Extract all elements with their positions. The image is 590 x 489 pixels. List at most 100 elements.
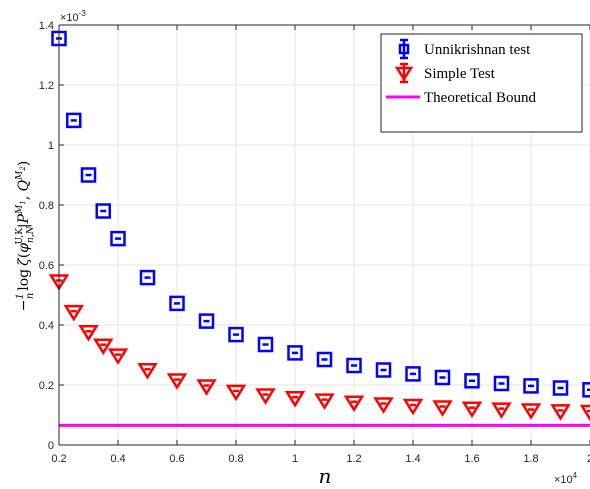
unnikrishnan-point	[95, 203, 111, 219]
unnikrishnan-square-marker	[287, 345, 303, 361]
x-tick-label: 1.8	[523, 453, 538, 465]
simple-test-point	[166, 373, 188, 390]
unnikrishnan-point	[139, 269, 156, 286]
simple-test-point	[579, 404, 590, 422]
unnikrishnan-point	[346, 357, 362, 374]
simple-test-point	[491, 402, 512, 419]
unnikrishnan-square-marker	[493, 375, 510, 392]
simple-test-triangle-marker	[550, 404, 571, 421]
simple-test-triangle-marker	[137, 363, 158, 380]
y-tick-label: 0	[48, 440, 54, 452]
y-tick-label: 0.2	[39, 380, 54, 392]
legend-item-bound: Theoretical Bound	[386, 90, 537, 106]
y-axis-label: −1nlogζ(φn,NU,K|PM1, QM2)	[15, 161, 36, 312]
unnikrishnan-square-marker	[257, 336, 274, 353]
legend-item-simple: Simple Test	[394, 62, 496, 84]
simple-test-triangle-marker	[314, 393, 335, 410]
unnikrishnan-point	[228, 326, 244, 343]
x-tick-label: 2	[587, 453, 590, 465]
simple-test-triangle-marker	[284, 390, 306, 408]
simple-test-point	[107, 348, 129, 365]
x-tick-label: 1.6	[464, 453, 479, 465]
simple-test-point	[520, 403, 542, 420]
simple-test-point	[137, 363, 158, 380]
unnikrishnan-point	[110, 230, 126, 247]
simple-test-point	[432, 400, 453, 417]
simple-test-triangle-marker	[520, 403, 542, 420]
unnikrishnan-point	[169, 295, 185, 312]
unnikrishnan-point	[287, 345, 303, 361]
simple-test-point	[461, 401, 483, 419]
legend-square-marker	[398, 43, 410, 55]
simple-test-point	[314, 393, 335, 410]
unnikrishnan-point	[80, 167, 97, 183]
legend-label-bound: Theoretical Bound	[424, 90, 537, 106]
legend-label-unnikrishnan: Unnikrishnan test	[424, 42, 531, 58]
legend-item-unnikrishnan: Unnikrishnan test	[398, 38, 531, 60]
unnikrishnan-square-marker	[582, 382, 590, 398]
unnikrishnan-square-marker	[139, 269, 156, 286]
unnikrishnan-point	[375, 362, 392, 378]
simple-test-triangle-marker	[107, 348, 129, 365]
simple-test-triangle-marker	[255, 388, 276, 405]
x-tick-label: 0.6	[169, 453, 184, 465]
unnikrishnan-square-marker	[464, 373, 480, 389]
x-tick-label: 1.4	[405, 453, 420, 465]
x-tick-label: 1	[292, 453, 298, 465]
simple-test-point	[343, 395, 365, 413]
simple-test-triangle-marker	[373, 397, 394, 414]
x-axis-label: n	[319, 464, 332, 488]
simple-test-point	[255, 388, 276, 405]
unnikrishnan-point	[464, 373, 480, 389]
x-exponent-label: ×104	[554, 471, 578, 486]
unnikrishnan-point	[198, 313, 215, 329]
x-tick-label: 0.2	[51, 453, 66, 465]
unnikrishnan-point	[493, 375, 510, 392]
unnikrishnan-square-marker	[405, 366, 421, 382]
simple-test-triangle-marker	[579, 404, 590, 422]
unnikrishnan-square-marker	[110, 230, 126, 247]
y-tick-label: 1	[48, 140, 54, 152]
simple-test-point	[373, 397, 394, 414]
y-tick-label: 0.6	[39, 260, 54, 272]
unnikrishnan-square-marker	[434, 369, 451, 386]
simple-test-point	[93, 338, 114, 356]
ticks: 0.20.40.60.811.21.41.61.8200.20.40.60.81…	[39, 20, 590, 465]
unnikrishnan-point	[552, 380, 569, 396]
unnikrishnan-point	[257, 336, 274, 353]
unnikrishnan-square-marker	[375, 362, 392, 378]
simple-test-triangle-marker	[93, 338, 114, 356]
unnikrishnan-point	[434, 369, 451, 386]
unnikrishnan-square-marker	[169, 295, 185, 312]
simple-test-point	[63, 304, 84, 322]
svg-text:−1nlogζ(φn,NU,K|PM1, QM2): −1nlogζ(φn,NU,K|PM1, QM2)	[15, 161, 36, 312]
simple-test-triangle-marker	[78, 324, 99, 342]
legend-label-simple: Simple Test	[424, 66, 496, 82]
simple-test-triangle-marker	[491, 402, 512, 419]
unnikrishnan-point	[582, 382, 590, 398]
y-tick-label: 0.4	[39, 320, 54, 332]
unnikrishnan-square-marker	[66, 112, 82, 129]
unnikrishnan-square-marker	[80, 167, 97, 183]
markers-layer	[48, 30, 590, 422]
unnikrishnan-square-marker	[95, 203, 111, 219]
unnikrishnan-square-marker	[346, 357, 362, 374]
legend: Unnikrishnan test Simple Test Theoretica…	[380, 33, 583, 133]
simple-test-point	[550, 404, 571, 421]
unnikrishnan-square-marker	[552, 380, 569, 396]
simple-test-point	[402, 398, 424, 416]
simple-test-triangle-marker	[196, 379, 217, 396]
simple-test-triangle-marker	[402, 398, 424, 416]
unnikrishnan-point	[523, 378, 539, 394]
x-tick-label: 0.8	[228, 453, 243, 465]
unnikrishnan-square-marker	[316, 351, 333, 368]
y-tick-label: 1.4	[39, 20, 54, 32]
simple-test-triangle-marker	[461, 401, 483, 419]
simple-test-triangle-marker	[166, 373, 188, 390]
unnikrishnan-point	[66, 112, 82, 129]
unnikrishnan-square-marker	[228, 326, 244, 343]
unnikrishnan-square-marker	[523, 378, 539, 394]
legend-box	[380, 33, 583, 133]
unnikrishnan-point	[405, 366, 421, 382]
